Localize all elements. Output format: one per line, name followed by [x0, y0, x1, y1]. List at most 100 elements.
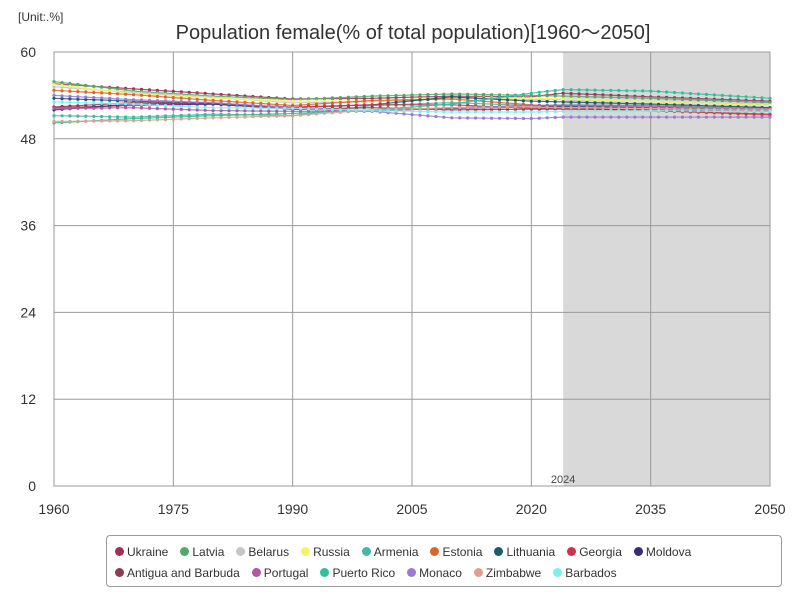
data-point [370, 103, 374, 107]
data-point [179, 99, 183, 104]
data-point [553, 97, 557, 101]
data-point [505, 94, 510, 99]
y-tick-label: 24 [20, 304, 36, 320]
legend-label: Moldova [645, 544, 692, 559]
chart-title: Population female(% of total population)… [175, 22, 651, 44]
data-point [338, 104, 342, 108]
data-point [434, 96, 438, 100]
data-point [68, 84, 72, 88]
data-point [466, 106, 470, 110]
data-point [147, 103, 152, 107]
data-point [251, 106, 255, 110]
legend-item[interactable]: Portugal [251, 566, 308, 580]
data-point [505, 110, 510, 114]
data-point [283, 112, 287, 116]
data-point [179, 115, 183, 119]
data-point [704, 102, 709, 106]
data-point [625, 109, 629, 113]
legend-swatch [115, 568, 124, 577]
data-point [52, 119, 56, 123]
data-point [68, 97, 72, 101]
data-point [235, 109, 239, 113]
legend-label: Belarus [248, 544, 290, 559]
legend-item[interactable]: Ukraine [115, 545, 168, 559]
data-point [163, 89, 167, 93]
data-point [665, 109, 669, 113]
data-point [291, 109, 295, 113]
data-point [108, 89, 112, 93]
data-point [235, 100, 239, 104]
data-point [139, 98, 144, 102]
data-point [139, 118, 144, 122]
data-point [394, 93, 398, 98]
data-point [100, 114, 104, 119]
data-point [314, 97, 319, 101]
legend-item[interactable]: Zimbabwe [473, 566, 541, 580]
legend-item[interactable]: Puerto Rico [320, 566, 395, 580]
legend-swatch [361, 547, 371, 556]
data-point [426, 93, 430, 97]
data-point [418, 109, 422, 114]
legend-item[interactable]: Georgia [567, 545, 622, 559]
legend-item[interactable]: Latvia [180, 545, 224, 559]
data-point [171, 107, 175, 111]
legend-item[interactable]: Antigua and Barbuda [115, 566, 240, 580]
data-point [450, 110, 454, 114]
data-point [283, 114, 287, 118]
data-point [163, 99, 167, 103]
data-point [346, 108, 350, 112]
data-point [728, 109, 732, 113]
data-point [736, 115, 740, 119]
legend-item[interactable]: Belarus [236, 545, 289, 559]
data-point [139, 93, 144, 97]
legend-label: Antigua and Barbuda [127, 565, 240, 580]
legend-item[interactable]: Estonia [430, 545, 482, 559]
legend-item[interactable]: Lithuania [494, 545, 555, 559]
legend-item[interactable]: Russia [301, 545, 350, 559]
data-point [490, 110, 494, 114]
data-point [187, 117, 191, 121]
data-point [458, 106, 462, 110]
legend-item[interactable]: Monaco [407, 566, 462, 580]
data-point [60, 94, 64, 98]
data-point [426, 114, 430, 118]
data-point [155, 94, 159, 98]
data-point [497, 110, 502, 114]
legend-swatch [494, 547, 504, 556]
data-point [52, 100, 56, 104]
data-point [545, 110, 549, 114]
data-point [585, 98, 589, 102]
legend-item[interactable]: Armenia [361, 545, 418, 559]
data-point [124, 106, 128, 110]
data-point [474, 116, 478, 120]
legend-swatch [236, 547, 246, 556]
data-point [322, 104, 327, 108]
data-point [163, 115, 167, 119]
data-point [633, 99, 637, 103]
data-point [76, 97, 80, 101]
data-point [617, 106, 621, 110]
legend-label: Ukraine [127, 544, 169, 559]
legend-row: Ukraine Latvia Belarus Russia Armenia Estonia… [115, 541, 773, 562]
data-point [657, 97, 661, 101]
legend-item[interactable]: Barbados [553, 566, 617, 580]
data-point [466, 96, 470, 100]
data-point [752, 112, 756, 116]
data-point [458, 108, 462, 112]
data-point [155, 88, 159, 92]
legend-item[interactable]: Moldova [633, 544, 692, 559]
data-point [760, 109, 764, 113]
data-point [521, 99, 526, 103]
data-point [100, 106, 104, 110]
data-point [52, 106, 56, 110]
data-point [163, 103, 167, 108]
data-point [649, 109, 653, 113]
data-point [609, 101, 613, 105]
data-point [569, 94, 573, 98]
data-point [243, 100, 247, 105]
legend-label: Lithuania [506, 544, 556, 559]
data-point [680, 115, 685, 119]
data-point [227, 113, 231, 117]
data-point [585, 109, 589, 113]
data-point [155, 99, 159, 103]
